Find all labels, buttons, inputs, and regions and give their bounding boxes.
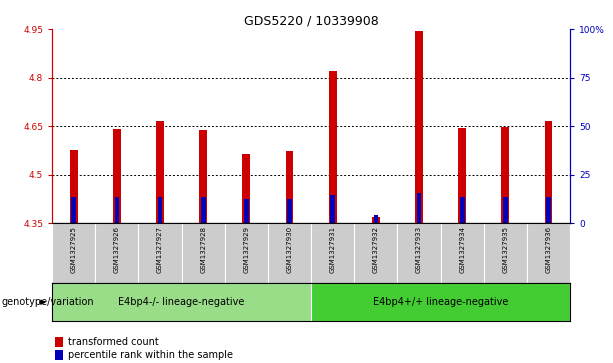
Text: GSM1327926: GSM1327926 xyxy=(114,226,120,273)
Bar xyxy=(55,350,63,360)
Bar xyxy=(156,121,164,223)
Bar xyxy=(70,150,78,223)
Bar xyxy=(527,223,570,283)
Text: GSM1327931: GSM1327931 xyxy=(330,226,336,273)
Bar xyxy=(199,130,207,223)
Text: percentile rank within the sample: percentile rank within the sample xyxy=(68,350,233,360)
Bar xyxy=(139,223,181,283)
Bar xyxy=(113,129,121,223)
Text: GSM1327925: GSM1327925 xyxy=(70,226,77,273)
Bar xyxy=(201,197,205,223)
Text: transformed count: transformed count xyxy=(68,337,159,347)
Bar xyxy=(311,283,570,321)
Bar xyxy=(243,154,250,223)
Bar xyxy=(181,223,225,283)
Text: E4bp4-/- lineage-negative: E4bp4-/- lineage-negative xyxy=(118,297,245,307)
Text: E4bp4+/+ lineage-negative: E4bp4+/+ lineage-negative xyxy=(373,297,508,307)
Bar xyxy=(417,193,421,223)
Bar xyxy=(354,223,397,283)
Bar xyxy=(286,151,294,223)
Bar xyxy=(460,197,465,223)
Bar xyxy=(268,223,311,283)
Bar xyxy=(501,127,509,223)
Bar xyxy=(52,283,311,321)
Text: GSM1327930: GSM1327930 xyxy=(286,226,292,273)
Bar xyxy=(95,223,139,283)
Bar xyxy=(55,337,63,347)
Bar xyxy=(544,121,552,223)
Bar xyxy=(503,197,508,223)
Bar xyxy=(373,215,378,223)
Bar xyxy=(415,30,423,223)
Bar xyxy=(115,197,119,223)
Title: GDS5220 / 10339908: GDS5220 / 10339908 xyxy=(244,15,378,28)
Bar xyxy=(287,199,292,223)
Text: GSM1327932: GSM1327932 xyxy=(373,226,379,273)
Bar xyxy=(441,223,484,283)
Text: GSM1327929: GSM1327929 xyxy=(243,226,249,273)
Bar xyxy=(372,217,379,223)
Bar xyxy=(244,199,249,223)
Text: GSM1327935: GSM1327935 xyxy=(502,226,508,273)
Bar xyxy=(158,197,162,223)
Text: GSM1327927: GSM1327927 xyxy=(157,226,163,273)
Bar xyxy=(459,128,466,223)
Bar xyxy=(52,223,95,283)
Text: GSM1327934: GSM1327934 xyxy=(459,226,465,273)
Bar xyxy=(225,223,268,283)
Text: GSM1327936: GSM1327936 xyxy=(546,226,552,273)
Bar xyxy=(546,197,551,223)
Text: GSM1327928: GSM1327928 xyxy=(200,226,206,273)
Bar xyxy=(71,197,76,223)
Bar xyxy=(329,71,337,223)
Bar xyxy=(330,195,335,223)
Bar xyxy=(397,223,441,283)
Bar xyxy=(311,223,354,283)
Text: genotype/variation: genotype/variation xyxy=(1,297,94,307)
Bar xyxy=(484,223,527,283)
Text: GSM1327933: GSM1327933 xyxy=(416,226,422,273)
